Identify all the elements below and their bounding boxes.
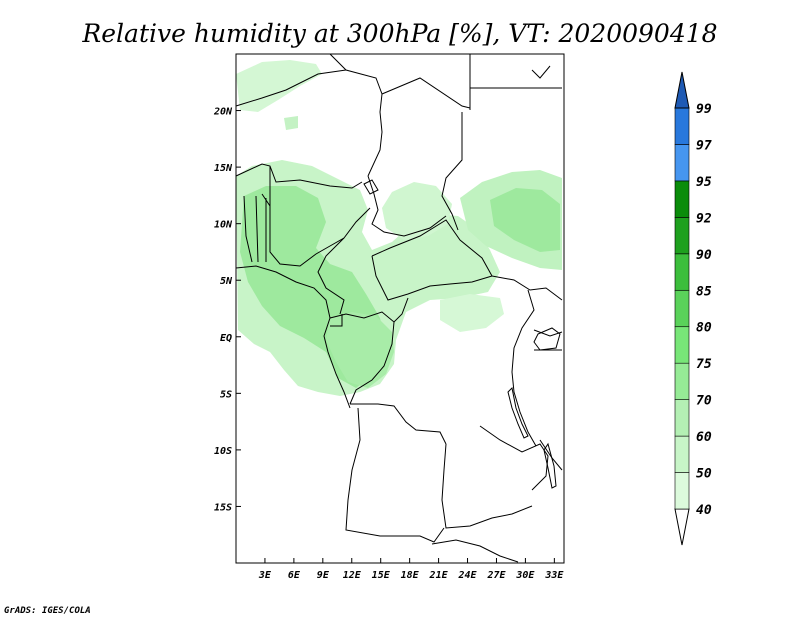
humidity-patch-congo [326, 312, 394, 388]
lon-tick-label: 6E [288, 570, 301, 581]
colorbar-label: 99 [696, 102, 712, 117]
border-chad-west [367, 175, 447, 237]
border-angola [345, 407, 445, 543]
coast-gulf-of-guinea [235, 265, 351, 409]
lake-tanganyika [507, 386, 529, 439]
border-sudan-east [531, 65, 551, 79]
colorbar: 40 50 60 70 75 80 85 90 92 95 97 99 [674, 71, 712, 546]
colorbar-label: 75 [696, 357, 712, 372]
border-car-south [371, 255, 493, 301]
border-nigeria [269, 166, 371, 267]
border-drc-east [511, 289, 537, 447]
border-uganda-kenya [533, 329, 563, 351]
lake-chad [363, 179, 379, 195]
border-niger-south [235, 163, 363, 189]
colorbar-label: 50 [696, 467, 712, 482]
lon-tick-label: 3E [258, 570, 272, 581]
lake-malawi [543, 442, 557, 489]
border-congo [329, 297, 409, 323]
credit-text: GrADS: IGES/COLA [4, 606, 91, 616]
longitude-ticks: 3E 6E 9E 12E 15E 18E 21E 24E 27E 30E 33E [258, 558, 564, 581]
lat-tick-label: 15S [214, 502, 232, 513]
border-car [371, 219, 493, 277]
colorbar-label: 97 [696, 138, 712, 153]
lon-tick-label: 12E [343, 570, 362, 581]
border-zambia-south [431, 539, 519, 563]
colorbar-label: 40 [696, 503, 712, 518]
border-zambia [441, 443, 533, 529]
colorbar-box [674, 144, 690, 182]
colorbar-label: 85 [696, 284, 712, 299]
colorbar-label: 90 [696, 248, 712, 263]
colorbar-box [674, 472, 690, 510]
colorbar-box [674, 253, 690, 291]
humidity-patch-sudan-core [490, 188, 560, 252]
map-panel: 3E 6E 9E 12E 15E 18E 21E 24E 27E 30E 33E 20N 15N 10N… [213, 53, 565, 581]
border-ghana-togo [243, 195, 267, 263]
lat-tick-label: EQ [220, 333, 232, 344]
colorbar-lower-triangle [674, 508, 690, 546]
border-mali-niger [235, 69, 347, 107]
lon-tick-label: 15E [372, 570, 391, 581]
colorbar-upper-triangle [674, 71, 690, 109]
lon-tick-label: 18E [401, 570, 420, 581]
lon-tick-label: 27E [486, 570, 506, 581]
lon-tick-label: 24E [457, 570, 477, 581]
humidity-patch-east [440, 294, 504, 332]
lat-tick-label: 20N [213, 107, 233, 118]
lat-tick-label: 10N [214, 220, 233, 231]
colorbar-label: 80 [696, 321, 712, 336]
lat-tick-label: 15N [214, 163, 233, 174]
border-angola-north [350, 403, 447, 445]
colorbar-box [674, 180, 690, 218]
colorbar-box [674, 399, 690, 437]
border-gabon [330, 314, 343, 327]
latitude-ticks: 20N 15N 10N 5N EQ 5S 10S 15S [213, 107, 241, 513]
border-algeria-libya [329, 53, 383, 177]
lon-tick-label: 21E [429, 570, 449, 581]
border-south-sudan [491, 275, 563, 301]
lon-tick-label: 30E [515, 570, 535, 581]
lon-tick-label: 33E [544, 570, 564, 581]
colorbar-label: 60 [696, 430, 712, 445]
border-congo-drc [349, 321, 395, 405]
border-chad-sudan [441, 112, 463, 231]
colorbar-box [674, 326, 690, 364]
map-frame [235, 53, 565, 564]
lat-tick-label: 10S [214, 446, 232, 457]
colorbar-box [674, 107, 690, 145]
humidity-patch-small [284, 116, 298, 130]
border-cameroon [317, 237, 345, 315]
colorbar-box [674, 362, 690, 400]
colorbar-box [674, 435, 690, 473]
country-borders [235, 53, 563, 563]
humidity-shading [236, 60, 562, 396]
border-drc-zambia [479, 425, 549, 491]
lat-tick-label: 5N [220, 276, 233, 287]
colorbar-label: 70 [696, 394, 712, 409]
lake-victoria [533, 327, 561, 351]
chart-title: Relative humidity at 300hPa [%], VT: 202… [81, 19, 717, 48]
humidity-patch-central [382, 182, 452, 240]
border-benin [261, 193, 271, 207]
colorbar-label: 95 [696, 175, 712, 190]
lon-tick-label: 9E [317, 570, 330, 581]
lat-tick-label: 5S [220, 389, 232, 400]
colorbar-label: 92 [696, 211, 712, 226]
colorbar-box [674, 217, 690, 255]
colorbar-box [674, 289, 690, 328]
